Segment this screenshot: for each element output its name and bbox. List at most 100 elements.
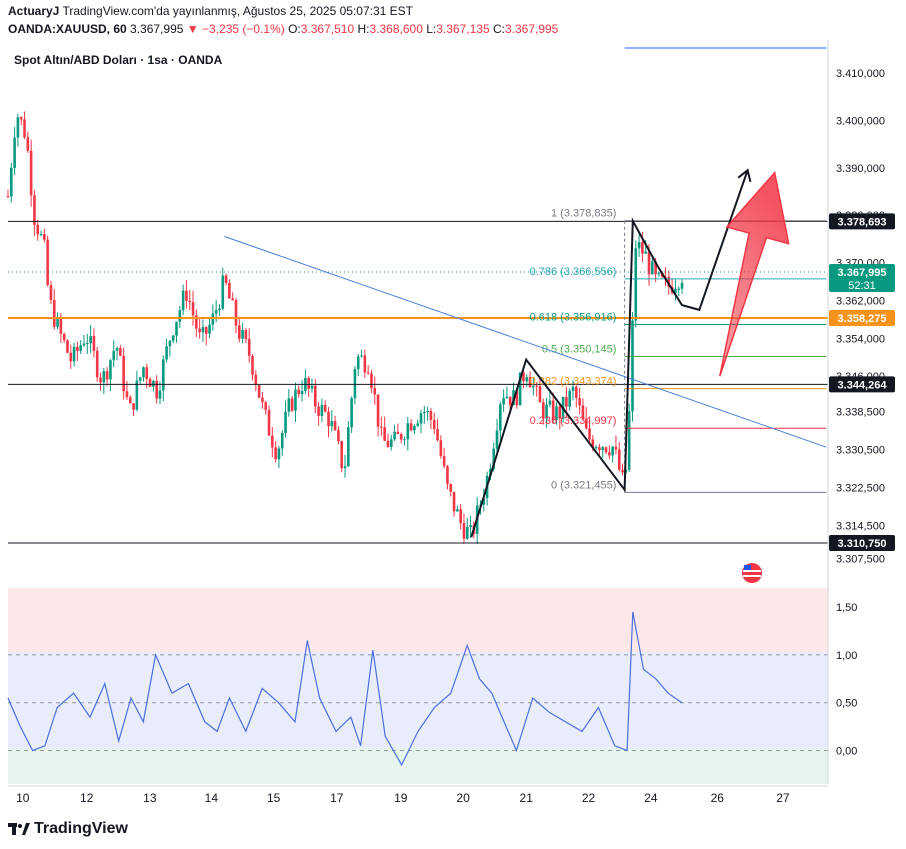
chart-legend: Spot Altın/ABD Doları · 1sa · OANDA [14, 53, 223, 67]
candle-body [396, 431, 400, 435]
candle-body [320, 404, 324, 416]
candle-body [409, 423, 413, 431]
candle-body [598, 447, 601, 451]
candle-body [446, 466, 449, 485]
candle-body [353, 369, 357, 399]
candle-body [627, 411, 631, 470]
candle-body [10, 167, 13, 197]
candle-body [535, 385, 538, 387]
osc-tick-label: 0,50 [836, 698, 857, 710]
price-tick-label: 3.410,000 [836, 68, 885, 80]
osc-oversold-zone [8, 748, 828, 784]
candle-body [221, 275, 225, 309]
time-tick-label: 24 [644, 791, 658, 805]
candle-body [419, 413, 423, 424]
candle-body [161, 359, 165, 391]
candle-body [16, 117, 20, 138]
candle-body [313, 385, 317, 407]
candle-body [608, 452, 611, 456]
price-tick-label: 3.330,500 [836, 445, 885, 457]
down-arrow-icon: ▼ [186, 22, 199, 36]
price-axis-badge-text: 3.310,750 [838, 538, 887, 550]
candle-body [112, 350, 116, 361]
osc-tick-label: 1,00 [836, 650, 857, 662]
fib-level-label: 1 (3.378,835) [551, 208, 616, 220]
price-tick-label: 3.400,000 [836, 115, 885, 127]
candle-body [171, 335, 175, 341]
candle-body [515, 390, 519, 406]
candle-body [617, 449, 621, 470]
candle-body [201, 327, 205, 333]
candle-body [76, 346, 79, 351]
close-value: 3.367,995 [504, 22, 559, 36]
candle-body [333, 421, 337, 431]
candle-body [178, 310, 182, 322]
candle-body [241, 329, 244, 339]
candle-body [637, 242, 641, 249]
osc-tick-label: 0,00 [836, 746, 857, 758]
candle-body [128, 397, 132, 404]
candle-body [499, 404, 502, 431]
last-price: 3.367,995 [130, 22, 184, 36]
candle-body [119, 348, 122, 356]
candle-body [92, 336, 96, 351]
price-axis-badge [829, 535, 895, 552]
candle-body [393, 431, 396, 440]
candle-body [168, 340, 172, 347]
candle-body [267, 409, 271, 436]
projection-arrow [719, 170, 790, 377]
candle-body [290, 398, 294, 411]
candle-body [571, 386, 575, 391]
candle-body [56, 317, 59, 327]
open-value: 3.367,510 [300, 22, 355, 36]
price-axis-badge-text: 3.367,995 [838, 267, 887, 279]
candle-body [69, 352, 73, 362]
candle-body [214, 310, 218, 314]
candle-body [492, 448, 496, 469]
time-tick-label: 27 [776, 791, 790, 805]
candle-body [601, 447, 605, 451]
fib-level-label: 0.786 (3.366,556) [530, 266, 617, 278]
candle-body [442, 456, 446, 467]
candle-body [502, 397, 505, 405]
candle-body [122, 355, 125, 392]
price-axis-badge [829, 213, 895, 230]
candle-body [376, 394, 380, 427]
candle-body [508, 396, 512, 406]
osc-line [7, 611, 683, 767]
candle-body [327, 411, 330, 427]
candle-body [594, 447, 598, 449]
candle-body [49, 284, 53, 301]
candle-body [89, 336, 92, 344]
candle-body [465, 527, 469, 539]
candle-body [105, 371, 109, 380]
price-axis-badge-text: 3.344,264 [838, 379, 888, 391]
tradingview-footer[interactable]: TradingView [8, 820, 128, 838]
candle-body [310, 385, 314, 389]
price-tick-label: 3.314,500 [836, 520, 885, 532]
candle-body [79, 345, 82, 351]
candle-body [591, 439, 595, 449]
candle-body [277, 448, 281, 460]
candle-body [95, 350, 99, 378]
candle-body [505, 396, 509, 398]
candle-body [115, 348, 119, 351]
candle-body [264, 402, 268, 410]
candle-body [575, 386, 578, 398]
candle-body [634, 248, 638, 321]
time-tick-label: 14 [205, 791, 219, 805]
candle-body [13, 137, 16, 168]
candle-body [541, 402, 545, 419]
time-tick-label: 13 [143, 791, 157, 805]
candle-body [109, 360, 112, 380]
candle-body [257, 385, 261, 398]
candle-body [188, 300, 192, 303]
candle-body [280, 433, 284, 449]
ohlc-bar: OANDA:XAUUSD, 60 3.367,995 ▼ −3,235 (−0.… [8, 22, 558, 36]
candle-body [284, 411, 287, 434]
candle-body [459, 509, 462, 524]
candle-body [462, 523, 466, 539]
candle-body [436, 429, 439, 441]
candle-body [386, 440, 390, 447]
